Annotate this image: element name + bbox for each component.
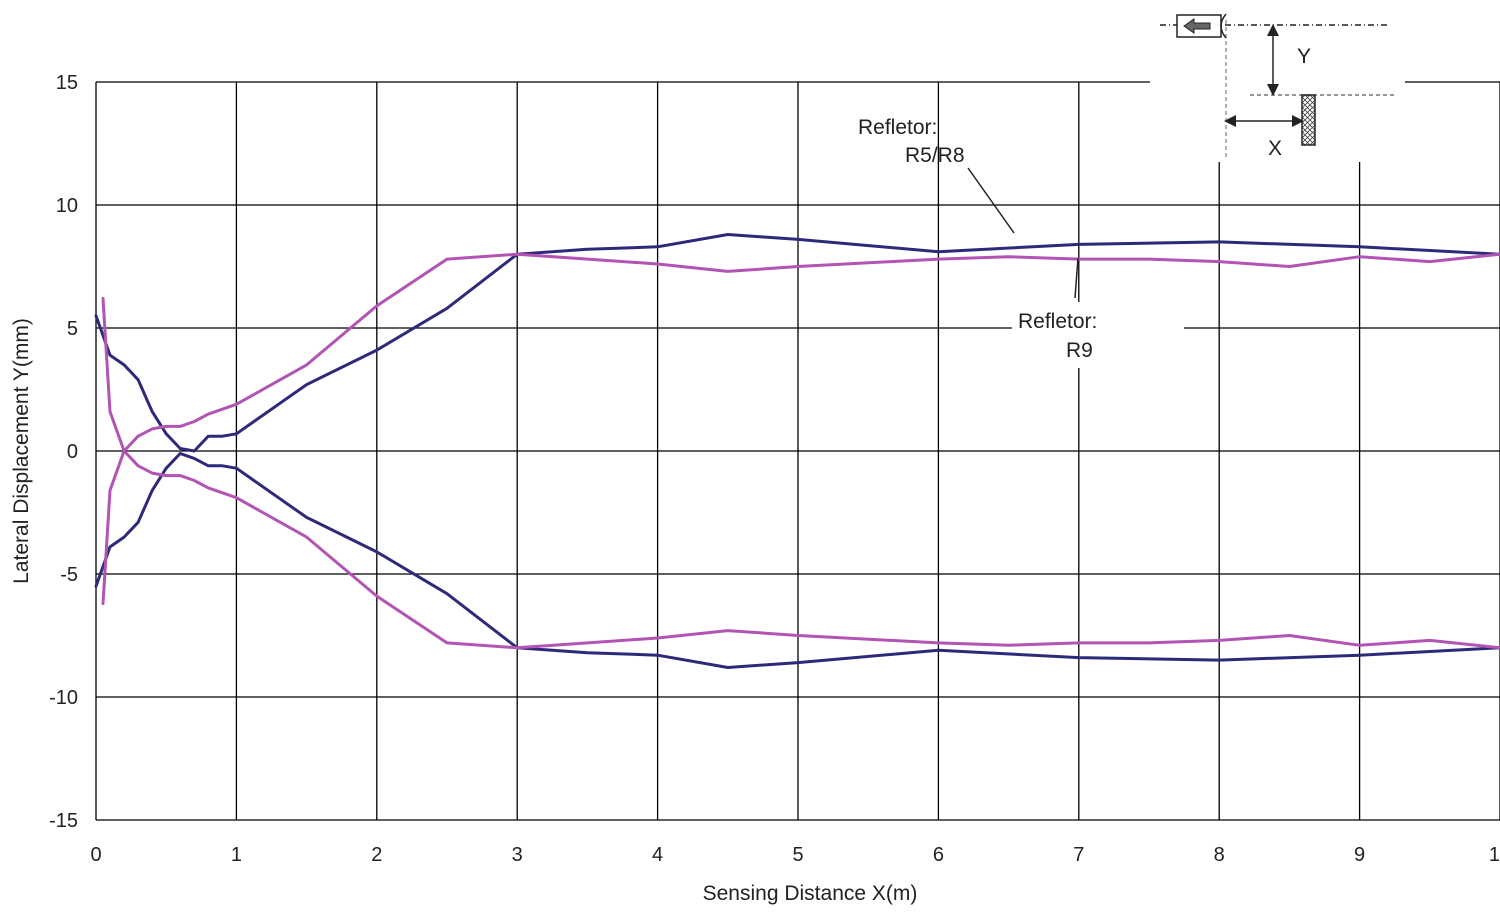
y-tick-label: -15 — [49, 810, 78, 832]
series-line-r5r8-b — [94, 452, 1500, 669]
annotation-r5r8-line1: Refletor: — [858, 116, 937, 139]
x-tick-label: 5 — [792, 844, 803, 866]
inset-diagram: Y X — [1150, 13, 1405, 162]
x-tick-label: 1 — [231, 844, 242, 866]
annotation-r9-leader — [1074, 257, 1079, 299]
series-line-r5r8-a — [94, 233, 1500, 453]
x-tick-label: 9 — [1354, 844, 1365, 866]
y-tick-label: 15 — [56, 72, 78, 94]
inset-x-label: X — [1268, 137, 1282, 160]
grid-lines — [95, 81, 1500, 821]
y-tick-label: -5 — [60, 564, 78, 586]
series-line-r9-a — [101, 297, 1500, 650]
annotation-r5r8-leader — [967, 167, 1015, 234]
x-tick-label: 4 — [652, 844, 663, 866]
x-tick-label: 3 — [512, 844, 523, 866]
x-tick-label: 8 — [1214, 844, 1225, 866]
x-tick-label: 2 — [371, 844, 382, 866]
x-tick-label: 6 — [933, 844, 944, 866]
reflector-icon — [1301, 94, 1316, 146]
inset-y-label: Y — [1297, 45, 1311, 68]
y-tick-label: 0 — [67, 441, 78, 463]
annotation-r9-line1: Refletor: — [1018, 310, 1097, 333]
annotation-r9-background — [1012, 302, 1184, 368]
y-axis-label: Lateral Displacement Y(mm) — [10, 318, 33, 584]
series-line-r9-b — [101, 252, 1500, 605]
annotation-r9-line2: R9 — [1066, 339, 1093, 362]
y-tick-label: -10 — [49, 687, 78, 709]
y-tick-label: 10 — [56, 195, 78, 217]
x-axis-label: Sensing Distance X(m) — [703, 882, 918, 905]
y-tick-label: 5 — [67, 318, 78, 340]
x-tick-label: 0 — [90, 844, 101, 866]
sensor-icon — [1176, 13, 1227, 39]
x-tick-label: 7 — [1073, 844, 1084, 866]
tick-labels: 0 1 2 3 4 5 6 7 8 9 10 15 10 5 0 -5 -10 -15 — [49, 72, 1500, 866]
annotation-r5r8: Refletor: R5/R8 — [858, 116, 1015, 234]
annotation-r5r8-line2: R5/R8 — [905, 144, 965, 167]
x-tick-label: 10 — [1489, 844, 1500, 866]
annotation-r9: Refletor: R9 — [1012, 257, 1184, 368]
series-lines — [94, 233, 1500, 669]
